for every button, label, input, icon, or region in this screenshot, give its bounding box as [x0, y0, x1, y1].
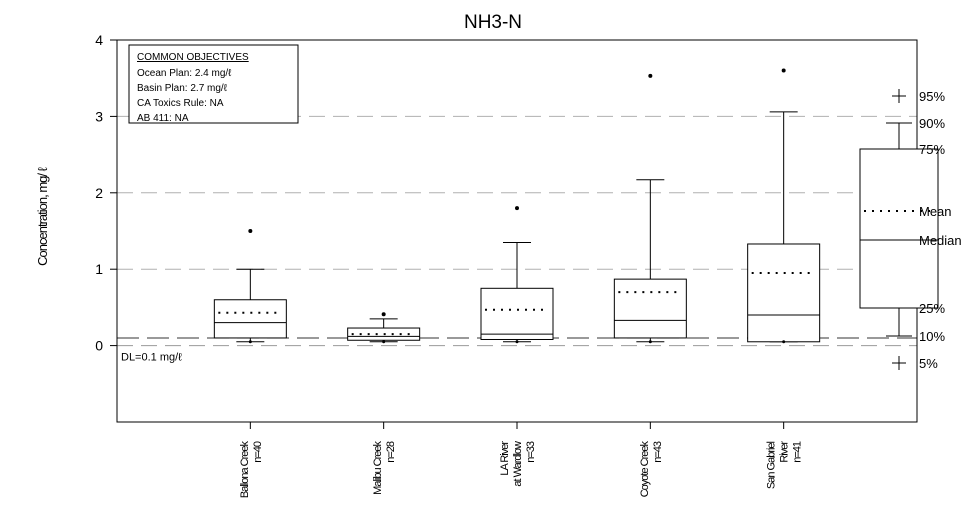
x-category-label: LA Riverat Wardlown=33 — [499, 441, 537, 487]
p95-marker — [782, 69, 786, 73]
x-category-label: Coyote Creekn=43 — [639, 441, 664, 498]
legend-label-p5: 5% — [919, 356, 938, 371]
objectives-line: AB 411: NA — [137, 113, 189, 124]
p5-marker — [249, 340, 252, 343]
box-plot-group — [348, 312, 420, 429]
p5-marker — [782, 340, 785, 343]
legend-box — [860, 149, 938, 308]
p95-marker — [648, 74, 652, 78]
x-category-label-line: LA River — [499, 441, 511, 476]
legend-label-p75: 75% — [919, 142, 945, 157]
legend: 95% 90% 75% Mean Median 25% 10% 5% — [860, 89, 962, 371]
iqr-box — [614, 279, 686, 338]
legend-label-p25: 25% — [919, 301, 945, 316]
p5-marker — [382, 340, 385, 343]
legend-label-mean: Mean — [919, 204, 952, 219]
x-category-label-line: River — [779, 441, 791, 463]
x-category-label-line: n=28 — [385, 441, 397, 463]
legend-label-median: Median — [919, 233, 962, 248]
p5-marker — [649, 340, 652, 343]
legend-label-p95: 95% — [919, 89, 945, 104]
iqr-box — [748, 244, 820, 342]
chart-title: NH3-N — [464, 12, 522, 33]
y-tick-label: 3 — [95, 108, 103, 124]
box-plot-group — [614, 74, 686, 429]
detection-limit-label: DL=0.1 mg/ℓ — [121, 352, 182, 364]
x-category-label-line: n=40 — [252, 441, 264, 463]
iqr-box — [214, 300, 286, 338]
x-category-label: San GabrielRivern=41 — [766, 441, 804, 489]
x-category-label-line: n=43 — [652, 441, 664, 463]
y-tick-label: 2 — [95, 185, 103, 201]
x-category-label-line: n=41 — [792, 441, 804, 463]
box-plot-group — [748, 69, 820, 429]
x-category-label-line: Ballona Creek — [239, 441, 251, 499]
y-tick-label: 0 — [95, 338, 103, 354]
objectives-line: CA Toxics Rule: NA — [137, 98, 224, 109]
x-category-label-line: Coyote Creek — [639, 441, 651, 498]
x-category-label-line: Malibu Creek — [372, 441, 384, 495]
p95-marker — [248, 229, 252, 233]
objectives-line: Ocean Plan: 2.4 mg/ℓ — [137, 68, 232, 79]
y-axis-label: Concentration, mg/ ℓ — [35, 166, 50, 265]
x-category-label-line: San Gabriel — [766, 441, 778, 489]
y-tick-label: 4 — [95, 32, 103, 48]
objectives-heading: COMMON OBJECTIVES — [137, 52, 249, 63]
box-plot-group — [214, 229, 286, 429]
x-category-label-line: n=33 — [525, 441, 537, 463]
x-category-label-line: at Wardlow — [512, 441, 524, 487]
x-category-label: Malibu Creekn=28 — [372, 441, 397, 495]
iqr-box — [481, 288, 553, 339]
plot-area: DL=0.1 mg/ℓ 0 1 2 3 4 COMMON OBJECTIVES Ocean P… — [95, 32, 917, 498]
y-tick-label: 1 — [95, 261, 103, 277]
objectives-line: Basin Plan: 2.7 mg/ℓ — [137, 83, 228, 94]
p95-marker — [382, 312, 386, 316]
x-category-label: Ballona Creekn=40 — [239, 441, 264, 499]
legend-label-p90: 90% — [919, 116, 945, 131]
legend-label-p10: 10% — [919, 329, 945, 344]
p95-marker — [515, 206, 519, 210]
p5-marker — [516, 340, 519, 343]
box-plot-group — [481, 206, 553, 429]
